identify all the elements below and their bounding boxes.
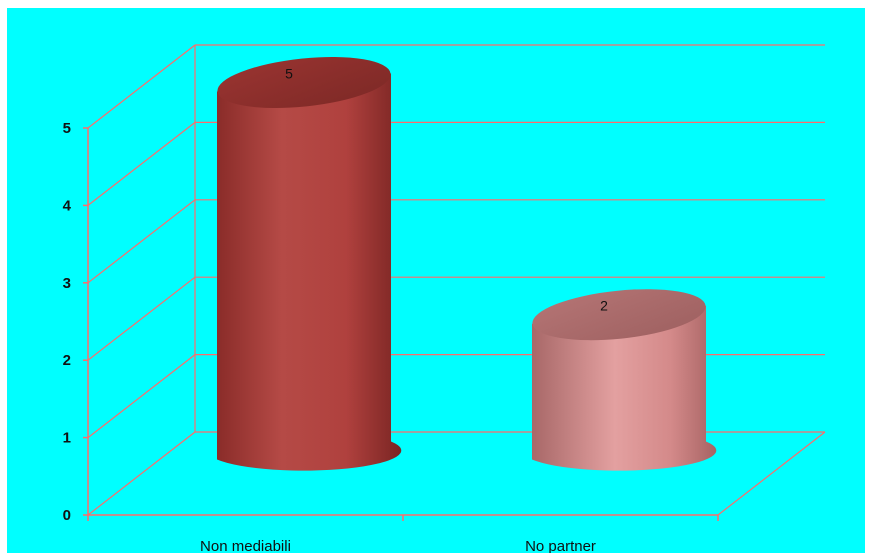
gridlines [87,44,825,516]
gridline-wall-2 [87,276,196,361]
category-label-1: No partner [525,538,596,553]
bar-0 [217,57,402,471]
y-tick-label-3: 3 [63,275,71,292]
bar-body-1 [532,305,717,471]
bars [217,57,717,471]
bar-top-1 [532,289,706,341]
labels: 0 1 2 3 4 5 5 2 Non mediabili No partner [63,66,608,553]
y-tick-label-5: 5 [63,120,71,137]
chart-background [7,8,865,553]
bar-1 [532,289,717,471]
y-tick-label-0: 0 [63,507,71,524]
category-label-0: Non mediabili [200,538,291,553]
gridline-wall-0 [87,431,196,516]
data-label-0: 5 [285,66,293,82]
y-tick-label-1: 1 [63,430,71,447]
gridline-wall-3 [87,199,196,284]
gridline-wall-4 [87,121,196,206]
axes [83,45,826,521]
data-label-1: 2 [600,298,608,314]
bar-body-0 [217,73,402,471]
bar-top-0 [217,57,391,108]
gridline-wall-1 [87,354,196,439]
gridline-wall-5 [87,44,196,129]
y-tick-label-4: 4 [63,197,72,214]
y-tick-label-2: 2 [63,352,71,369]
floor-right-edge [717,431,826,516]
